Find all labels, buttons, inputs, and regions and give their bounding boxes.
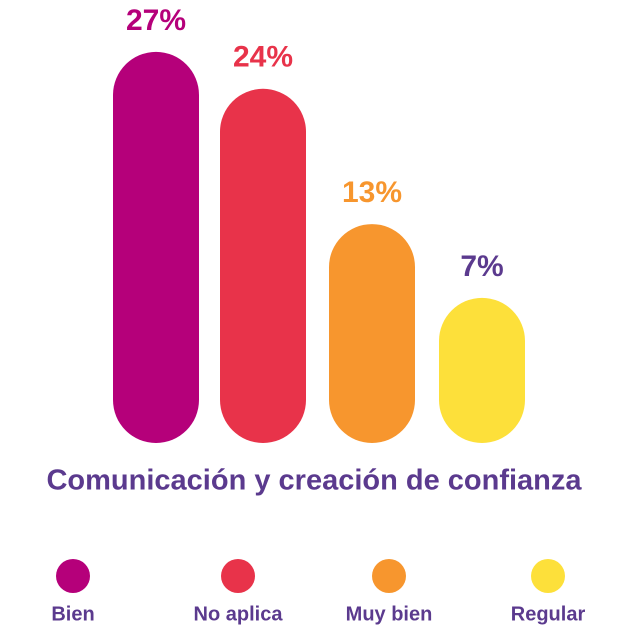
legend-label: Muy bien	[346, 603, 433, 625]
legend-swatch	[372, 559, 406, 593]
chart-title: Comunicación y creación de confianza	[46, 465, 582, 497]
bar	[329, 224, 415, 443]
bar	[439, 297, 525, 443]
legend-label: Bien	[51, 603, 94, 625]
legend-swatch	[221, 559, 255, 593]
value-label: 24%	[233, 41, 293, 74]
legend-swatch	[531, 559, 565, 593]
legend-label: No aplica	[194, 603, 284, 625]
legend-swatch	[56, 559, 90, 593]
value-label: 13%	[342, 176, 402, 209]
bar	[113, 51, 199, 444]
value-label: 7%	[460, 250, 503, 283]
bar	[220, 88, 306, 444]
value-label: 27%	[126, 4, 186, 37]
legend-label: Regular	[511, 603, 586, 625]
